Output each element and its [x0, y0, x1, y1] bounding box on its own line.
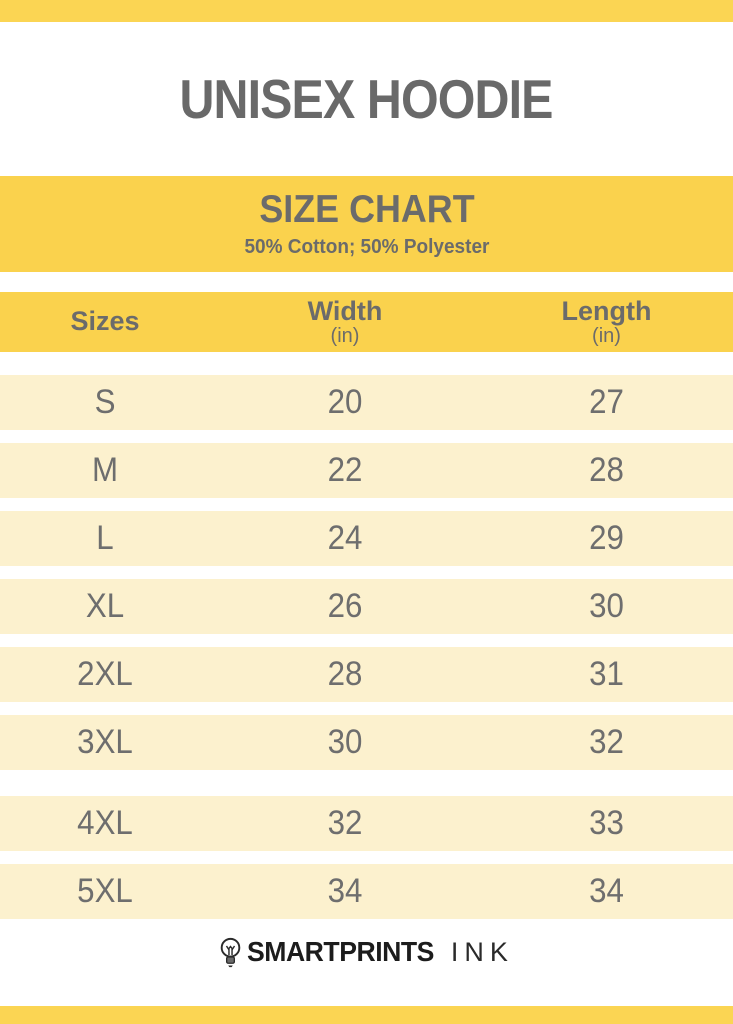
width-value: 32 [327, 804, 363, 842]
brand-logo: SMARTPRINTS INK [0, 932, 733, 972]
header-cell-length: Length (in) [480, 295, 733, 348]
width-value: 22 [327, 451, 363, 489]
width-value: 34 [327, 872, 363, 910]
table-row-5xl: 5XL 34 34 [0, 864, 733, 919]
table-row-xl: XL 26 30 [0, 579, 733, 634]
header-cell-width: Width (in) [210, 295, 480, 348]
size-value: S [94, 383, 116, 421]
size-table-body: S 20 27 M 22 28 L 24 29 XL 26 30 2XL 28 … [0, 375, 733, 919]
size-value: L [96, 519, 114, 557]
size-value: M [91, 451, 119, 489]
product-title: UNISEX HOODIE [179, 68, 554, 130]
size-value: XL [85, 587, 125, 625]
width-value: 28 [327, 655, 363, 693]
fabric-composition: 50% Cotton; 50% Polyester [244, 235, 489, 258]
sizes-column-header: Sizes [70, 306, 140, 337]
bottom-accent-bar [0, 1006, 733, 1024]
table-row-3xl: 3XL 30 32 [0, 715, 733, 770]
width-value: 30 [327, 723, 363, 761]
size-value: 5XL [77, 872, 133, 910]
length-value: 28 [589, 451, 624, 489]
table-row-2xl: 2XL 28 31 [0, 647, 733, 702]
table-row-m: M 22 28 [0, 443, 733, 498]
length-value: 30 [589, 587, 624, 625]
length-column-header: Length [561, 295, 652, 326]
size-chart-banner: SIZE CHART 50% Cotton; 50% Polyester [0, 176, 733, 272]
length-value: 34 [589, 872, 624, 910]
length-value: 31 [589, 655, 624, 693]
table-row-s: S 20 27 [0, 375, 733, 430]
title-section: UNISEX HOODIE [0, 22, 733, 176]
length-unit-label: (in) [592, 324, 621, 347]
size-table-header: Sizes Width (in) Length (in) [0, 292, 733, 352]
width-value: 26 [327, 587, 363, 625]
lightbulb-icon [220, 937, 241, 967]
width-column-header: Width [307, 295, 383, 326]
brand-name-light: INK [450, 936, 514, 967]
length-value: 33 [589, 804, 624, 842]
length-value: 27 [589, 383, 624, 421]
size-chart-title: SIZE CHART [258, 188, 475, 232]
width-unit-label: (in) [330, 324, 360, 347]
size-value: 2XL [77, 655, 133, 693]
header-cell-sizes: Sizes [0, 307, 210, 336]
length-value: 29 [589, 519, 624, 557]
size-value: 3XL [77, 723, 133, 761]
table-row-4xl: 4XL 32 33 [0, 796, 733, 851]
width-value: 24 [327, 519, 363, 557]
table-row-l: L 24 29 [0, 511, 733, 566]
size-value: 4XL [77, 804, 133, 842]
brand-name-bold: SMARTPRINTS [247, 936, 435, 967]
top-accent-bar [0, 0, 733, 22]
width-value: 20 [327, 383, 363, 421]
length-value: 32 [589, 723, 624, 761]
